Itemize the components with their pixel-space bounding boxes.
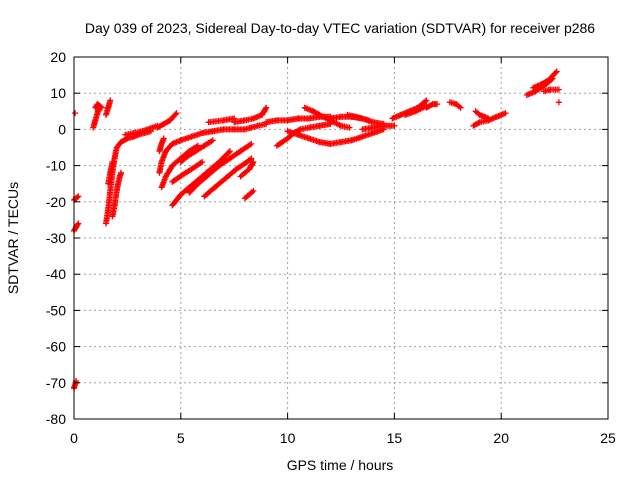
y-tick-label: 10 (50, 85, 66, 101)
x-tick-label: 10 (280, 430, 296, 446)
data-point (247, 141, 253, 148)
data-point (173, 110, 180, 117)
x-axis-label: GPS time / hours (287, 457, 394, 473)
data-point (75, 220, 82, 227)
data-point (109, 159, 116, 165)
data-point (74, 221, 81, 228)
data-point (346, 124, 353, 131)
data-point (225, 149, 232, 156)
y-axis-label: SDTVAR / TECUs (5, 182, 21, 294)
data-point (75, 193, 82, 200)
data-point (502, 110, 509, 117)
data-point (123, 136, 130, 143)
data-points (71, 68, 562, 392)
y-tick-label: -20 (46, 194, 66, 210)
data-point (296, 127, 303, 134)
x-tick-label: 0 (70, 430, 78, 446)
data-point (72, 110, 79, 117)
y-tick-label: -50 (46, 302, 66, 318)
data-point (248, 140, 255, 147)
data-point (107, 97, 114, 104)
data-point (457, 104, 464, 111)
y-tick-label: -10 (46, 158, 66, 174)
data-point (172, 111, 179, 118)
data-point (250, 159, 257, 165)
data-point (422, 98, 429, 105)
data-point (553, 68, 560, 75)
data-point (262, 105, 269, 112)
data-point (434, 101, 441, 108)
axis-ticks: 0 5 10 15 20 25 20 10 0 -10 -20 -30 -40 -50 -60 -70 -80 (46, 49, 616, 446)
data-point (552, 69, 559, 76)
data-point (209, 137, 216, 144)
data-point (160, 135, 167, 142)
data-point (428, 101, 435, 108)
data-point (365, 117, 372, 124)
data-point (555, 99, 562, 106)
x-tick-label: 15 (387, 430, 403, 446)
data-point (199, 159, 206, 165)
y-tick-label: -70 (46, 375, 66, 391)
data-point (249, 160, 256, 167)
x-tick-label: 20 (493, 430, 509, 446)
data-point (555, 86, 562, 93)
data-point (74, 194, 81, 201)
data-point (485, 115, 492, 122)
y-tick-label: 0 (58, 121, 66, 137)
x-tick-label: 25 (600, 430, 616, 446)
y-tick-label: -60 (46, 339, 66, 355)
x-tick-label: 5 (177, 430, 185, 446)
y-tick-label: 20 (50, 49, 66, 65)
data-point (391, 122, 398, 129)
y-tick-label: -30 (46, 230, 66, 246)
y-tick-label: -40 (46, 266, 66, 282)
chart-title: Day 039 of 2023, Sidereal Day-to-day VTE… (85, 20, 595, 36)
data-point (226, 148, 233, 155)
data-point (263, 104, 270, 111)
data-point (98, 104, 105, 111)
data-point (97, 103, 104, 110)
data-point (250, 187, 257, 194)
data-point (248, 155, 255, 162)
y-tick-label: -80 (46, 411, 66, 427)
data-point (475, 119, 482, 126)
data-point (118, 169, 124, 176)
grid-lines (74, 57, 608, 419)
data-point (423, 97, 430, 104)
